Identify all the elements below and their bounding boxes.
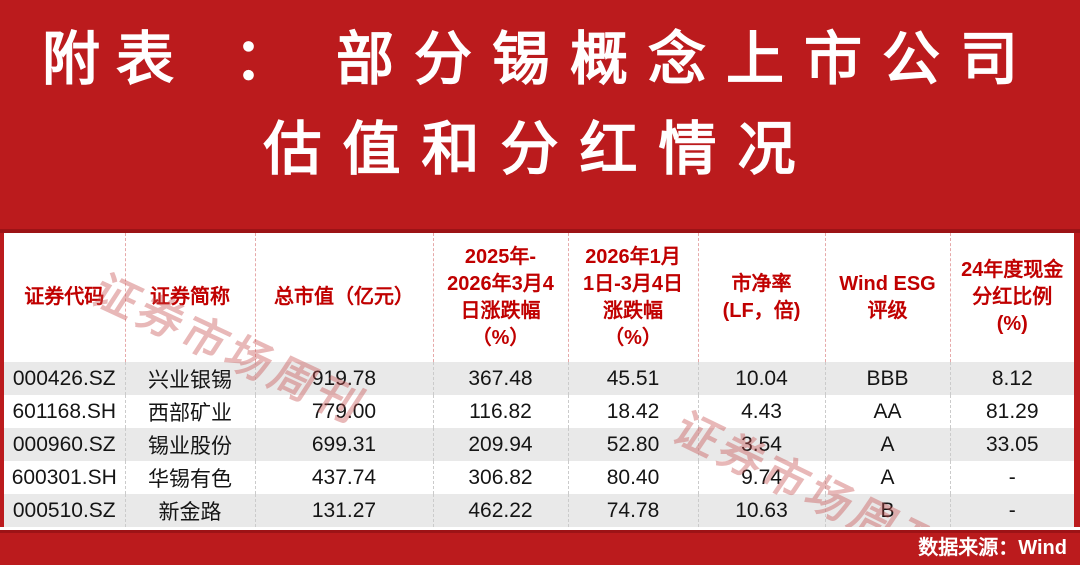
stock-table-container: 证券代码 证券简称 总市值（亿元） 2025年- 2026年3月4 日涨跌幅 （%） 2… bbox=[0, 233, 1080, 527]
cell-dividend: 81.29 bbox=[949, 395, 1074, 428]
cell-pb: 4.43 bbox=[697, 395, 825, 428]
cell-chg-2026: 52.80 bbox=[567, 428, 698, 461]
cell-code: 601168.SH bbox=[4, 395, 125, 428]
header-cell-dividend: 24年度现金 分红比例 (%) bbox=[949, 233, 1074, 362]
table-row: 601168.SH 西部矿业 779.00 116.82 18.42 4.43 AA 81.2… bbox=[4, 395, 1074, 428]
header-cell-code: 证券代码 bbox=[24, 286, 105, 308]
cell-pb: 10.04 bbox=[697, 362, 825, 395]
cell-name: 西部矿业 bbox=[124, 395, 255, 428]
table-row: 000426.SZ 兴业银锡 919.78 367.48 45.51 10.04 BBB 8.… bbox=[4, 362, 1074, 395]
header-cell-name: 证券简称 bbox=[124, 233, 255, 362]
cell-chg-2025: 209.94 bbox=[432, 428, 568, 461]
cell-code: 600301.SH bbox=[4, 461, 125, 494]
cell-chg-2025: 462.22 bbox=[432, 494, 568, 527]
cell-name: 华锡有色 bbox=[124, 461, 255, 494]
cell-name: 兴业银锡 bbox=[124, 362, 255, 395]
cell-chg-2026: 74.78 bbox=[567, 494, 698, 527]
banner-title-left: 附表 bbox=[41, 27, 190, 92]
cell-chg-2025: 116.82 bbox=[432, 395, 568, 428]
cell-chg-2026: 45.51 bbox=[567, 362, 698, 395]
cell-esg: A bbox=[824, 428, 950, 461]
cell-chg-2026: 80.40 bbox=[567, 461, 698, 494]
banner-title-line1: 附表 ： 部分锡概念上市公司 bbox=[0, 0, 1080, 92]
table-row: 000510.SZ 新金路 131.27 462.22 74.78 10.63 B - bbox=[4, 494, 1074, 527]
stock-table: 证券代码 证券简称 总市值（亿元） 2025年- 2026年3月4 日涨跌幅 （%） 2… bbox=[4, 233, 1074, 527]
cell-dividend: - bbox=[949, 494, 1074, 527]
cell-market-cap: 131.27 bbox=[254, 494, 433, 527]
cell-market-cap: 437.74 bbox=[254, 461, 433, 494]
cell-esg: BBB bbox=[824, 362, 950, 395]
cell-code: 000510.SZ bbox=[4, 494, 125, 527]
cell-name: 锡业股份 bbox=[124, 428, 255, 461]
cell-chg-2026: 18.42 bbox=[567, 395, 698, 428]
cell-pb: 9.74 bbox=[697, 461, 825, 494]
cell-esg: A bbox=[824, 461, 950, 494]
cell-market-cap: 919.78 bbox=[254, 362, 433, 395]
table-row: 000960.SZ 锡业股份 699.31 209.94 52.80 3.54 A 33.05 bbox=[4, 428, 1074, 461]
cell-dividend: 8.12 bbox=[949, 362, 1074, 395]
cell-pb: 3.54 bbox=[697, 428, 825, 461]
cell-esg: B bbox=[824, 494, 950, 527]
footer-bar: 数据来源：Wind bbox=[0, 530, 1080, 565]
header-cell-esg: Wind ESG 评级 bbox=[824, 233, 950, 362]
cell-dividend: 33.05 bbox=[949, 428, 1074, 461]
banner-title-colon: ： bbox=[233, 27, 292, 92]
cell-name: 新金路 bbox=[124, 494, 255, 527]
divider bbox=[0, 527, 1080, 530]
cell-dividend: - bbox=[949, 461, 1074, 494]
banner-title-line2: 估值和分红情况 bbox=[263, 116, 817, 182]
header-banner: 附表 ： 部分锡概念上市公司 估值和分红情况 bbox=[0, 0, 1080, 233]
cell-market-cap: 699.31 bbox=[254, 428, 433, 461]
cell-chg-2025: 367.48 bbox=[432, 362, 568, 395]
cell-market-cap: 779.00 bbox=[254, 395, 433, 428]
table-header: 证券代码 证券简称 总市值（亿元） 2025年- 2026年3月4 日涨跌幅 （%） 2… bbox=[4, 233, 1074, 362]
table-body: 000426.SZ 兴业银锡 919.78 367.48 45.51 10.04 BBB 8.… bbox=[4, 362, 1074, 527]
cell-esg: AA bbox=[824, 395, 950, 428]
table-header-row: 证券代码 证券简称 总市值（亿元） 2025年- 2026年3月4 日涨跌幅 （%） 2… bbox=[4, 233, 1074, 362]
cell-chg-2025: 306.82 bbox=[432, 461, 568, 494]
cell-code: 000960.SZ bbox=[4, 428, 125, 461]
banner-title-right: 部分锡概念上市公司 bbox=[336, 27, 1039, 92]
data-source-label: 数据来源：Wind bbox=[918, 537, 1067, 559]
header-cell-chg-2025: 2025年- 2026年3月4 日涨跌幅 （%） bbox=[432, 233, 568, 362]
cell-pb: 10.63 bbox=[697, 494, 825, 527]
header-cell-pb: 市净率 (LF，倍) bbox=[697, 233, 825, 362]
header-cell-market-cap: 总市值（亿元） bbox=[254, 233, 433, 362]
header-cell-chg-2026: 2026年1月 1日-3月4日 涨跌幅 （%） bbox=[567, 233, 698, 362]
table-row: 600301.SH 华锡有色 437.74 306.82 80.40 9.74 A - bbox=[4, 461, 1074, 494]
cell-code: 000426.SZ bbox=[4, 362, 125, 395]
